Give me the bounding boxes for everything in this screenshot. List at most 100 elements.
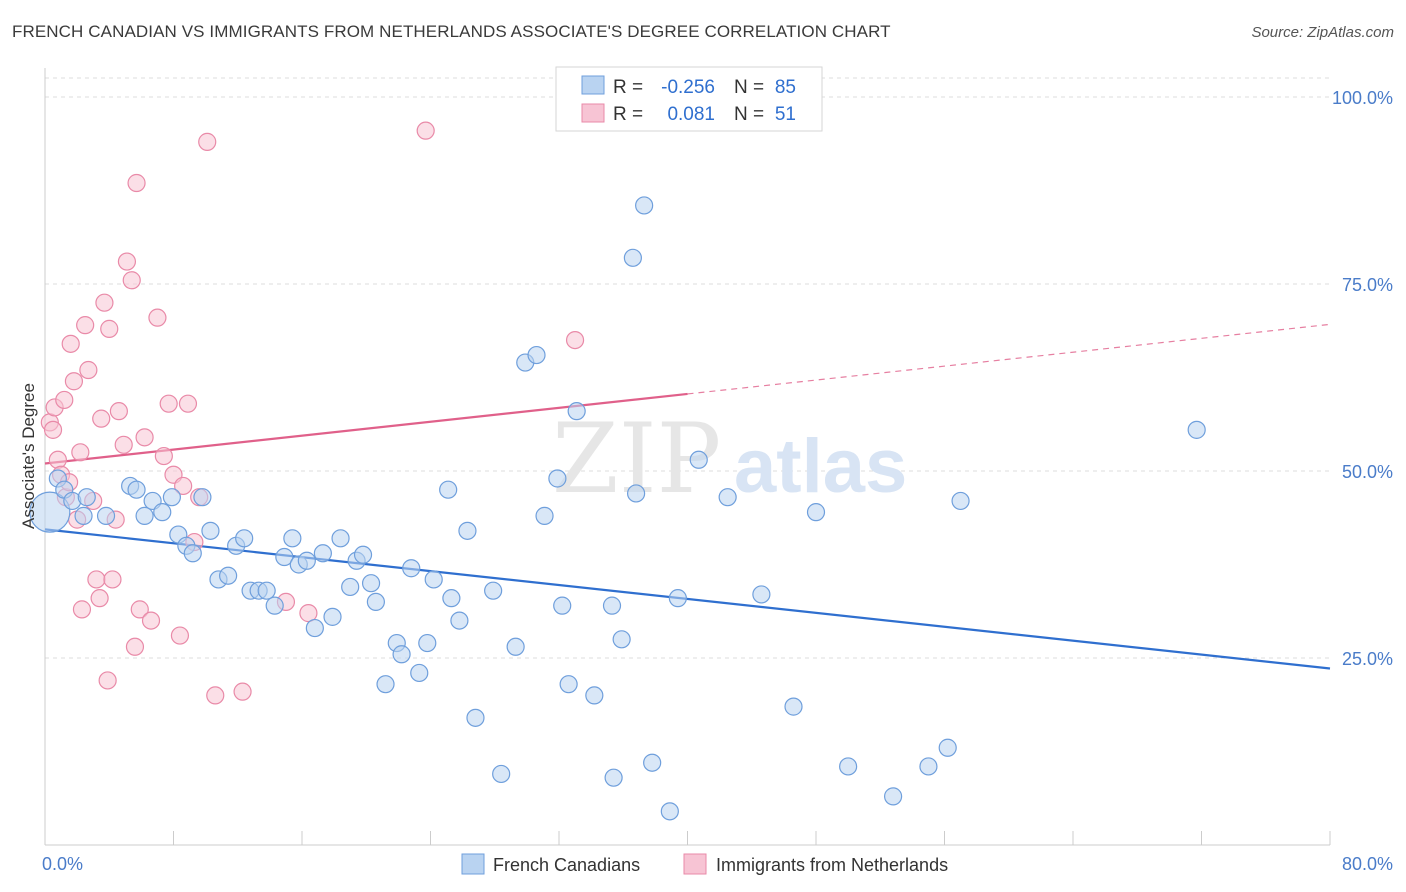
point-netherlands-42	[198, 132, 217, 151]
point-netherlands-1	[43, 420, 63, 439]
point-netherlands-47	[416, 121, 435, 140]
point-french-canadians-39	[376, 675, 395, 694]
point-french-canadians-59	[559, 675, 578, 694]
point-french-canadians-70	[668, 589, 687, 608]
point-netherlands-17	[90, 589, 109, 608]
point-french-canadians-11	[153, 503, 172, 522]
tick-labels: 25.0% 50.0% 75.0% 100.0% 0.0% 80.0%	[42, 88, 1393, 874]
point-french-canadians-76	[839, 757, 858, 776]
point-netherlands-37	[170, 626, 190, 645]
point-french-canadians-43	[410, 663, 429, 683]
legend-n-value-1: 85	[775, 77, 796, 98]
legend-bottom: French Canadians Immigrants from Netherl…	[461, 853, 948, 875]
series-french-canadians	[29, 196, 1206, 821]
watermark: ZIP atlas	[552, 403, 907, 515]
point-french-canadians-6	[96, 506, 116, 525]
legend-r-label-2: R =	[613, 104, 643, 125]
point-french-canadians-55	[527, 345, 546, 365]
point-french-canadians-58	[553, 596, 572, 615]
point-netherlands-48	[565, 331, 585, 350]
point-netherlands-13	[76, 316, 95, 335]
legend-swatch-blue	[581, 75, 605, 95]
legend-r-value-2: 0.081	[667, 104, 715, 125]
legend-bottom-swatch-blue	[461, 853, 485, 875]
point-netherlands-25	[114, 435, 133, 454]
point-french-canadians-72	[718, 488, 737, 507]
point-french-canadians-57	[548, 469, 567, 488]
point-netherlands-20	[98, 671, 117, 690]
point-french-canadians-27	[283, 529, 302, 548]
point-french-canadians-52	[492, 764, 511, 784]
point-french-canadians-80	[951, 491, 970, 511]
point-netherlands-38	[174, 476, 193, 496]
x-tick-label-80: 80.0%	[1342, 854, 1393, 874]
y-tick-label-100: 100.0%	[1332, 88, 1393, 108]
point-french-canadians-45	[424, 570, 443, 589]
point-french-canadians-78	[919, 757, 938, 776]
point-french-canadians-30	[305, 618, 324, 638]
point-french-canadians-60	[567, 402, 586, 421]
point-french-canadians-79	[938, 738, 957, 757]
point-netherlands-18	[92, 409, 111, 428]
point-french-canadians-46	[439, 480, 458, 499]
point-french-canadians-67	[635, 196, 654, 215]
y-axis-title: Associate's Degree	[19, 383, 38, 529]
point-french-canadians-21	[235, 529, 254, 548]
point-french-canadians-65	[623, 248, 642, 267]
legend-n-label-2: N =	[734, 104, 764, 125]
x-tick-label-0: 0.0%	[42, 854, 83, 874]
point-french-canadians-61	[585, 686, 604, 705]
point-french-canadians-4	[74, 506, 93, 525]
source-label: Source: ZipAtlas.com	[1251, 24, 1394, 41]
point-netherlands-30	[130, 600, 149, 619]
point-netherlands-46	[299, 604, 318, 623]
trend-line-netherlands-extension	[687, 323, 1331, 395]
point-french-canadians-77	[883, 787, 903, 806]
point-french-canadians-25	[265, 596, 284, 615]
point-french-canadians-53	[506, 637, 525, 656]
grid-lines	[45, 77, 1330, 659]
point-french-canadians-75	[806, 503, 826, 522]
point-french-canadians-29	[297, 551, 316, 570]
point-netherlands-34	[154, 446, 173, 466]
point-netherlands-35	[159, 394, 178, 413]
y-tick-label-75: 75.0%	[1342, 275, 1393, 295]
point-french-canadians-49	[458, 521, 477, 540]
point-netherlands-19	[95, 293, 114, 312]
point-french-canadians-38	[366, 592, 385, 612]
legend-bottom-label-1: French Canadians	[493, 855, 640, 875]
legend-r-label-1: R =	[613, 77, 643, 98]
point-french-canadians-31	[313, 544, 332, 563]
point-french-canadians-50	[466, 708, 485, 727]
point-french-canadians-36	[353, 545, 373, 564]
point-french-canadians-73	[752, 585, 771, 604]
point-netherlands-32	[141, 611, 161, 630]
point-netherlands-26	[117, 252, 137, 271]
point-french-canadians-56	[535, 506, 554, 525]
point-netherlands-8	[61, 334, 80, 353]
point-french-canadians-74	[784, 697, 803, 716]
legend-r-value-1: -0.256	[661, 77, 715, 98]
point-french-canadians-32	[323, 607, 342, 626]
point-french-canadians-26	[275, 547, 294, 567]
legend-bottom-label-2: Immigrants from Netherlands	[716, 855, 948, 875]
point-french-canadians-48	[450, 611, 469, 630]
point-french-canadians-12	[162, 488, 181, 507]
point-french-canadians-68	[643, 753, 662, 772]
point-french-canadians-69	[660, 802, 679, 821]
point-netherlands-43	[206, 686, 225, 705]
point-netherlands-21	[100, 319, 119, 338]
point-french-canadians-17	[201, 521, 220, 540]
axes	[44, 68, 1331, 846]
point-netherlands-39	[178, 394, 198, 413]
point-french-canadians-16	[193, 488, 212, 507]
trend-line-french-canadians	[44, 528, 1331, 670]
point-french-canadians-15	[183, 544, 202, 563]
point-french-canadians-44	[418, 633, 437, 653]
point-netherlands-11	[71, 443, 90, 462]
point-netherlands-16	[87, 570, 106, 589]
point-french-canadians-42	[402, 559, 421, 578]
point-french-canadians-9	[135, 506, 154, 525]
point-french-canadians-24	[257, 581, 276, 600]
